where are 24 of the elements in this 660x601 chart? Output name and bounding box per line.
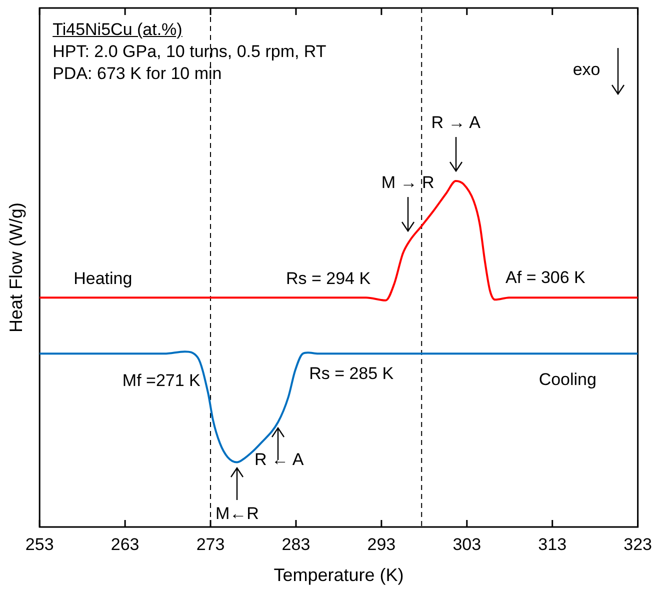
x-tick-label: 313 bbox=[538, 534, 567, 554]
x-tick-label: 253 bbox=[25, 534, 54, 554]
x-tick-label: 273 bbox=[196, 534, 225, 554]
annotation: Af = 306 K bbox=[506, 268, 586, 288]
x-tick-label: 263 bbox=[110, 534, 140, 554]
x-axis-title: Temperature (K) bbox=[274, 565, 404, 586]
x-tick-label: 293 bbox=[367, 534, 396, 554]
series-label: Heating bbox=[74, 268, 132, 289]
x-tick-label: 303 bbox=[452, 534, 482, 554]
annotation: Rs = 285 K bbox=[309, 364, 394, 384]
x-tick-label: 283 bbox=[282, 534, 310, 554]
series-label: Cooling bbox=[538, 370, 596, 390]
chart-subtitle: HPT: 2.0 GPa, 10 turns, 0.5 rpm, RT bbox=[52, 42, 326, 62]
y-axis-title: Heat Flow (W/g) bbox=[6, 202, 26, 333]
annotation: Mf =271 K bbox=[122, 370, 200, 391]
text: exo bbox=[572, 60, 600, 80]
chart-title: Ti45Ni5Cu (at.%) bbox=[52, 20, 182, 40]
annotation: M←R bbox=[216, 504, 259, 524]
x-tick-label: 323 bbox=[624, 534, 652, 554]
annotation: M → R bbox=[381, 172, 434, 193]
annotation: R ← A bbox=[254, 450, 304, 470]
text: PDA: 673 K for 10 min bbox=[52, 64, 222, 84]
annotation: R → A bbox=[431, 113, 480, 133]
annotation: Rs = 294 K bbox=[286, 268, 371, 289]
